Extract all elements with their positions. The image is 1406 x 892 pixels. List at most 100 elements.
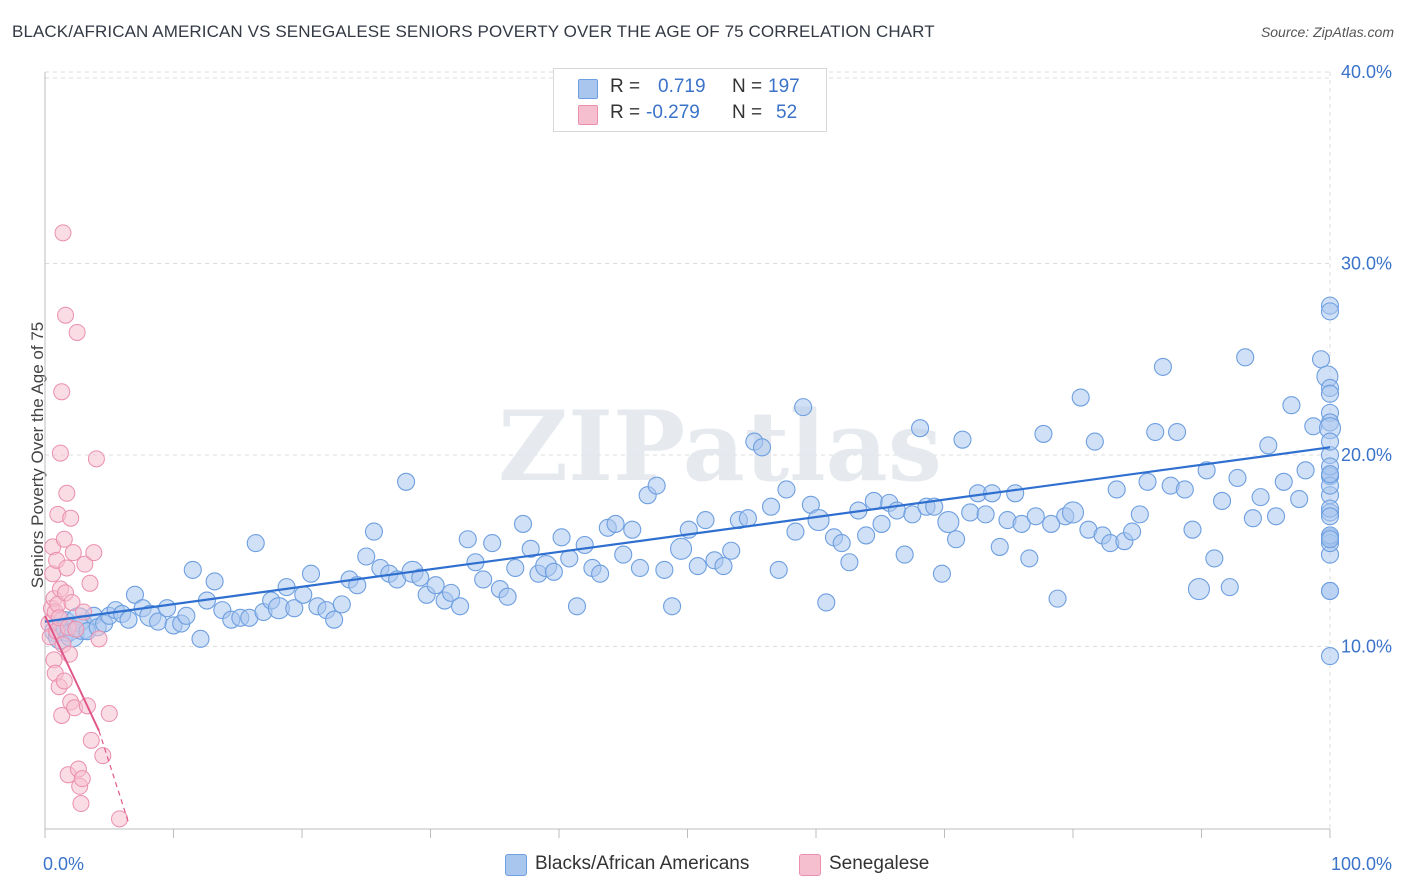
blacks-point bbox=[752, 438, 772, 457]
senegalese-point bbox=[55, 672, 73, 690]
senegalese-point bbox=[57, 306, 75, 324]
blacks-point bbox=[606, 514, 625, 533]
blacks-point bbox=[794, 398, 813, 417]
correlation-legend: R = 0.719 N = 197 R = -0.279 N = 52 bbox=[553, 68, 827, 132]
blacks-point bbox=[953, 430, 972, 449]
blacks-point bbox=[332, 595, 351, 614]
blacks-point bbox=[474, 570, 493, 589]
y-tick-label: 30.0% bbox=[1341, 254, 1392, 274]
blacks-point bbox=[513, 514, 533, 533]
blacks-point bbox=[397, 472, 416, 491]
blacks-point bbox=[1320, 302, 1340, 321]
senegalese-point bbox=[63, 593, 81, 611]
blacks-point bbox=[294, 585, 313, 604]
blacks-point bbox=[483, 534, 502, 553]
senegalese-point bbox=[51, 444, 69, 462]
legend-label: Senegalese bbox=[829, 853, 930, 874]
blacks-point bbox=[325, 610, 344, 629]
senegalese-point bbox=[82, 731, 100, 749]
blacks-point bbox=[1205, 549, 1224, 568]
blacks-point bbox=[1123, 522, 1142, 541]
blacks-point bbox=[1320, 530, 1340, 549]
blacks-point bbox=[1026, 507, 1045, 526]
senegalese-point bbox=[87, 450, 105, 468]
senegalese-point bbox=[53, 383, 71, 401]
blacks-point bbox=[183, 560, 202, 579]
legend-r-value: -0.279 bbox=[646, 102, 700, 123]
blacks-point bbox=[521, 539, 540, 558]
blacks-point bbox=[722, 541, 741, 560]
blacks-point bbox=[1153, 357, 1172, 376]
blacks-point bbox=[623, 520, 642, 539]
blacks-point bbox=[285, 599, 304, 618]
source-label: Source: ZipAtlas.com bbox=[1260, 24, 1394, 40]
blacks-point bbox=[864, 491, 883, 511]
legend-r-label: R = bbox=[610, 102, 641, 123]
blacks-point bbox=[158, 599, 177, 618]
blacks-point bbox=[1282, 396, 1301, 415]
blacks-point bbox=[506, 558, 525, 578]
blacks-point bbox=[1236, 348, 1255, 367]
senegalese-point bbox=[111, 810, 129, 828]
legend-r-value: 0.719 bbox=[658, 76, 706, 97]
blacks-point bbox=[832, 534, 851, 553]
blacks-point bbox=[696, 511, 715, 530]
blacks-point bbox=[442, 583, 461, 602]
blacks-point bbox=[544, 562, 563, 581]
blacks-point bbox=[575, 535, 594, 555]
blacks-point bbox=[591, 564, 610, 583]
blacks-point bbox=[961, 503, 980, 522]
blacks-point bbox=[1107, 480, 1126, 499]
blacks-point bbox=[630, 558, 650, 578]
blacks-point bbox=[1130, 505, 1149, 524]
blacks-point bbox=[786, 522, 805, 541]
blacks-point bbox=[1213, 491, 1232, 511]
blacks-point bbox=[1243, 509, 1262, 528]
blacks-point bbox=[191, 629, 210, 648]
blacks-point bbox=[364, 522, 384, 541]
blacks-point bbox=[1085, 432, 1104, 451]
blacks-point bbox=[872, 514, 891, 533]
legend-n-label: N = bbox=[732, 102, 763, 123]
senegalese-point bbox=[85, 544, 103, 562]
blacks-point bbox=[246, 534, 265, 553]
blacks-point bbox=[177, 606, 196, 625]
blacks-point bbox=[647, 476, 666, 495]
blacks-point bbox=[655, 560, 674, 579]
blacks-point bbox=[1187, 577, 1210, 601]
blacks-point bbox=[1006, 484, 1025, 503]
senegalese-point bbox=[72, 795, 90, 813]
blacks-point bbox=[426, 576, 445, 595]
blacks-point bbox=[1020, 549, 1039, 568]
blacks-point bbox=[1311, 350, 1331, 369]
senegalese-point bbox=[58, 484, 76, 502]
y-tick-label: 10.0% bbox=[1341, 637, 1392, 657]
blacks-point bbox=[1138, 472, 1157, 491]
blacks-point bbox=[567, 597, 587, 616]
legend-swatch-pink bbox=[578, 105, 598, 125]
blacks-point bbox=[895, 545, 914, 564]
blacks-point bbox=[777, 480, 796, 499]
legend-swatch-pink bbox=[799, 854, 821, 876]
blacks-point bbox=[1042, 514, 1061, 533]
trend-lines bbox=[44, 446, 1331, 823]
senegalese-trend-line bbox=[44, 615, 100, 732]
legend-n-label: N = bbox=[732, 76, 763, 97]
watermark: ZIPatlas bbox=[498, 390, 942, 503]
legend-swatch-blue bbox=[578, 79, 598, 99]
blacks-point bbox=[1320, 647, 1340, 666]
blacks-point bbox=[738, 509, 757, 528]
senegalese-point bbox=[54, 224, 72, 242]
blacks-point bbox=[1220, 578, 1239, 597]
blacks-point bbox=[348, 576, 367, 595]
senegalese-point bbox=[94, 747, 112, 765]
blacks-point bbox=[1296, 461, 1315, 480]
tick-labels: 10.0% 20.0% 30.0% 40.0% 0.0% 100.0% bbox=[43, 62, 1392, 874]
senegalese-point bbox=[76, 555, 94, 573]
blacks-point bbox=[761, 497, 781, 516]
senegalese-point bbox=[100, 705, 118, 723]
blacks-point bbox=[1320, 465, 1340, 484]
blacks-point bbox=[1251, 488, 1270, 507]
blacks-point bbox=[1228, 468, 1247, 488]
